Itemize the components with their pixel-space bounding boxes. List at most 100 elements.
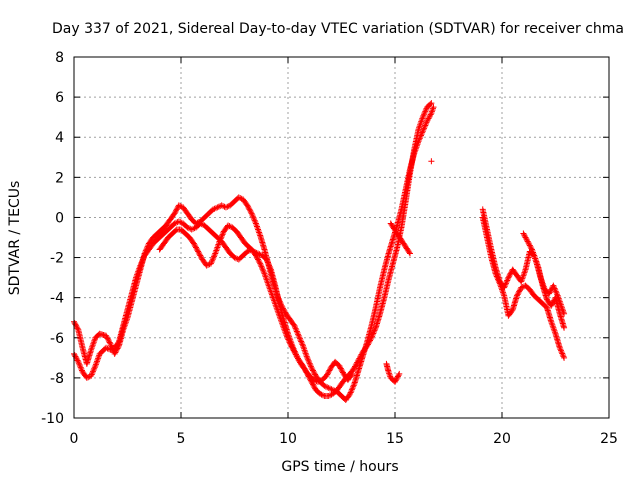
data-point-track-A [173,206,180,213]
data-point-track-H [525,239,532,246]
data-point-track-B [256,259,263,266]
data-point-track-B [357,354,364,361]
data-point-track-A [103,332,110,339]
data-point-track-B [75,360,82,367]
data-point-track-C [252,249,259,256]
data-point-track-B [74,357,81,364]
data-point-track-B [197,220,204,227]
data-point-track-B [327,392,334,399]
data-point-track-B [231,254,238,261]
data-point-track-C [266,263,273,270]
data-point-track-A [347,389,354,396]
data-point-track-A [212,205,219,212]
data-point-track-B [319,392,326,399]
data-point-track-B [188,226,195,233]
y-axis-label: SDTVAR / TECUs [7,181,23,296]
data-point-track-A [177,203,184,210]
data-point-track-F [503,278,510,285]
data-point-track-C [336,362,343,369]
data-point-track-C [292,349,299,356]
y-tick-label: 0 [55,210,64,226]
data-point-track-C [264,257,271,264]
data-point-track-A [252,219,259,226]
data-point-track-F [504,276,511,283]
tick-labels: 0 5 10 15 20 25 -10 -8 -6 -4 -2 0 2 4 6 8 [41,50,618,447]
data-point-track-A [173,207,180,214]
data-point-track-B [365,340,372,347]
data-point-track-H [553,289,560,296]
data-point-track-A [348,386,355,393]
y-tick-label: 8 [55,50,64,66]
data-point-track-C [196,251,203,258]
data-point-track-B [140,255,147,262]
data-point-track-C [192,244,199,251]
data-point-track-G [558,347,565,354]
data-point-track-B [351,364,358,371]
data-point-track-H [552,286,559,293]
data-point-track-C [218,234,225,241]
data-point-track-A [103,334,110,341]
x-tick-label: 10 [279,431,297,447]
data-point-track-C [194,247,201,254]
data-point-track-F [561,324,568,331]
data-point-track-B [75,358,82,365]
data-point-track-B [369,331,376,338]
data-point-track-A [307,363,314,370]
data-point-track-A [321,382,328,389]
data-point-track-A [71,320,78,327]
data-point-track-B [357,352,364,359]
data-point-track-B [198,221,205,228]
data-point-track-H [523,235,530,242]
data-point-track-C [296,358,303,365]
data-point-track-B [428,100,435,107]
data-point-track-H [524,238,531,245]
data-point-track-C [211,253,218,260]
data-point-track-A [422,122,429,129]
data-point-track-B [367,336,374,343]
data-point-track-B [72,353,79,360]
data-point-track-A [293,328,300,335]
data-point-track-G [558,349,565,356]
data-point-track-B [77,364,84,371]
data-point-track-B [317,390,324,397]
data-point-track-B [255,257,262,264]
data-point-track-A [290,321,297,328]
data-point-track-G [493,272,500,279]
data-point-track-H [552,288,559,295]
data-point-track-B [311,384,318,391]
data-point-track-B [372,326,379,333]
data-point-track-B [103,344,110,351]
data-point-track-C [190,240,197,247]
data-point-track-G [515,289,522,296]
data-point-track-B [356,355,363,362]
data-point-track-A [426,114,433,121]
data-point-track-C [289,344,296,351]
data-point-track-B [115,339,122,346]
data-point-track-B [171,220,178,227]
data-point-track-C [291,348,298,355]
data-point-track-A [245,203,252,210]
data-point-track-B [309,381,316,388]
data-point-track-C [312,377,319,384]
data-point-track-H [547,287,554,294]
data-point-track-C [337,364,344,371]
data-point-track-A [237,195,244,202]
data-point-track-A [327,385,334,392]
data-point-track-A [210,206,217,213]
data-point-track-B [85,374,92,381]
data-point-track-H [550,284,557,291]
data-point-track-B [76,361,83,368]
data-point-track-A [215,203,222,210]
data-point-track-C [338,366,345,373]
data-point-track-A [218,202,225,209]
data-point-track-D [393,376,400,383]
data-point-track-F [504,277,511,284]
data-point-track-C [265,260,272,267]
x-tick-label: 5 [177,431,186,447]
data-point-track-H [528,245,535,252]
data-point-track-A [250,214,257,221]
data-point-track-A [294,329,301,336]
y-tick-label: 4 [55,130,64,146]
data-point-track-C [293,352,300,359]
data-point-track-A [296,335,303,342]
